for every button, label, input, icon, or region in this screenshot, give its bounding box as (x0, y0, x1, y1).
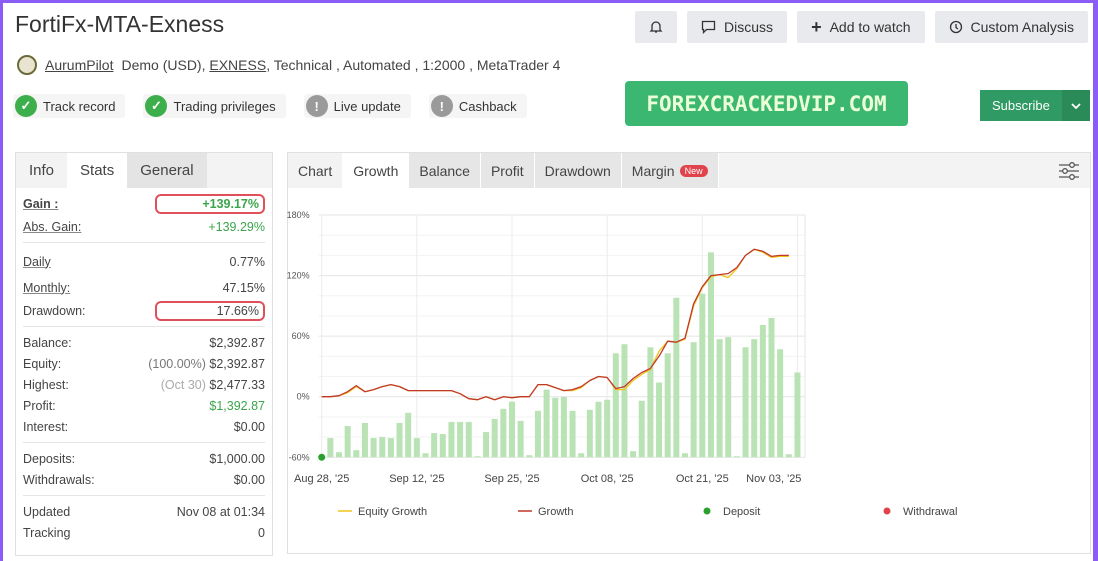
check-icon: ✓ (15, 95, 37, 117)
tab-growth[interactable]: Growth (343, 153, 410, 188)
new-badge: New (679, 164, 708, 177)
chat-icon (701, 20, 716, 34)
badges: ✓ Track record ✓ Trading privileges ! Live … (13, 94, 527, 118)
exclamation-icon: ! (430, 95, 453, 117)
tracking-value: 0 (258, 525, 265, 540)
custom-analysis-button[interactable]: Custom Analysis (934, 11, 1088, 43)
add-to-watch-button[interactable]: + Add to watch (797, 11, 925, 43)
author-link[interactable]: AurumPilot (45, 57, 114, 73)
chart-panel: Chart Growth Balance Profit Drawdown Mar… (287, 152, 1091, 554)
account-details: , Technical , Automated , 1:2000 , MetaT… (266, 57, 561, 73)
subscribe-button-group: Subscribe (980, 90, 1090, 121)
withdrawals-value: $0.00 (233, 472, 265, 487)
margin-label: Margin (631, 162, 675, 179)
highest-date: (Oct 30) (160, 377, 206, 392)
chevron-down-icon (1071, 102, 1081, 109)
subscribe-button[interactable]: Subscribe (992, 98, 1050, 113)
tab-chart[interactable]: Chart (288, 153, 344, 188)
account-meta: AurumPilot Demo (USD), EXNESS, Technical… (17, 55, 560, 75)
highest-label: Highest: (23, 377, 69, 392)
abs-gain-label[interactable]: Abs. Gain: (23, 219, 82, 234)
monthly-value: 47.15% (222, 280, 265, 295)
updated-label: Updated (23, 504, 71, 519)
watch-label: Add to watch (829, 19, 911, 35)
sliders-icon[interactable] (1058, 161, 1080, 181)
daily-label[interactable]: Daily (23, 254, 51, 269)
analysis-label: Custom Analysis (970, 19, 1074, 35)
gain-value: +139.17% (155, 193, 265, 214)
notify-button[interactable] (635, 11, 678, 43)
equity-value: $2,392.87 (209, 356, 265, 371)
badge-label: Cashback (458, 98, 517, 114)
tab-info[interactable]: Info (29, 162, 55, 179)
bell-icon (649, 21, 663, 33)
drawdown-value: 17.66% (155, 300, 265, 321)
profit-value: $1,392.87 (209, 398, 265, 413)
drawdown-label: Drawdown: (23, 303, 86, 318)
tab-balance[interactable]: Balance (409, 153, 481, 188)
badge-live-update[interactable]: ! Live update (303, 94, 411, 118)
equity-label: Equity: (23, 356, 62, 371)
plus-icon: + (811, 16, 822, 37)
abs-gain-value: +139.29% (208, 219, 265, 234)
exclamation-icon: ! (305, 95, 328, 117)
highest-value: $2,477.33 (209, 377, 265, 392)
daily-value: 0.77% (229, 254, 265, 269)
discuss-label: Discuss (724, 19, 774, 35)
badge-trading-privileges[interactable]: ✓ Trading privileges (143, 94, 286, 118)
account-type: Demo (USD), (121, 57, 206, 73)
interest-label: Interest: (23, 419, 69, 434)
deposits-value: $1,000.00 (209, 451, 265, 466)
balance-value: $2,392.87 (209, 335, 265, 350)
subscribe-dropdown[interactable] (1061, 90, 1090, 121)
page-title: FortiFx-MTA-Exness (15, 11, 225, 37)
tab-margin[interactable]: Margin New (621, 153, 719, 188)
equity-percent: (100.00%) (148, 356, 206, 371)
badge-label: Trading privileges (173, 98, 276, 114)
badge-label: Track record (43, 98, 116, 114)
badge-cashback[interactable]: ! Cashback (428, 94, 527, 118)
deposits-label: Deposits: (23, 451, 76, 466)
promo-watermark: FOREXCRACKEDVIP.COM (625, 81, 908, 126)
avatar (17, 55, 37, 75)
gain-label[interactable]: Gain : (23, 196, 59, 211)
tab-drawdown[interactable]: Drawdown (534, 153, 622, 188)
withdrawals-label: Withdrawals: (23, 472, 95, 487)
badge-track-record[interactable]: ✓ Track record (13, 94, 126, 118)
balance-label: Balance: (23, 335, 72, 350)
discuss-button[interactable]: Discuss (687, 11, 788, 43)
updated-value: Nov 08 at 01:34 (176, 504, 265, 519)
broker-link[interactable]: EXNESS (209, 57, 267, 73)
monthly-label[interactable]: Monthly: (23, 280, 71, 295)
clock-icon (949, 20, 962, 34)
profit-label: Profit: (23, 398, 56, 413)
stats-panel: Info Stats General Gain : +139.17% Abs. G… (15, 152, 273, 556)
tab-profit[interactable]: Profit (480, 153, 535, 188)
page: FortiFx-MTA-Exness AurumPilot Demo (USD)… (3, 3, 1093, 561)
interest-value: $0.00 (233, 419, 265, 434)
tracking-label: Tracking (23, 525, 71, 540)
tab-stats[interactable]: Stats (67, 153, 128, 188)
tab-general[interactable]: General (127, 153, 207, 188)
badge-label: Live update (333, 98, 401, 114)
check-icon: ✓ (145, 95, 168, 117)
